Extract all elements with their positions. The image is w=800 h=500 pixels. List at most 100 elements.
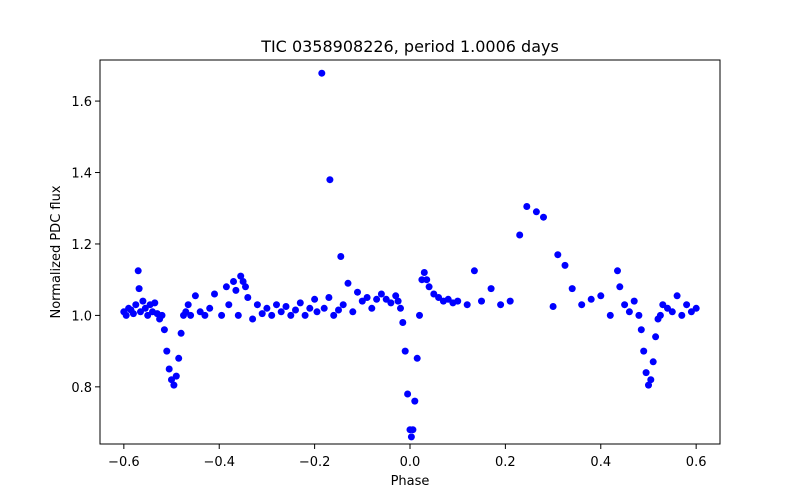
data-point (172, 372, 180, 380)
data-point (621, 301, 629, 309)
data-point (175, 354, 183, 362)
data-point (687, 308, 695, 316)
data-point (454, 297, 462, 305)
data-point (177, 329, 185, 337)
x-tick-label: −0.4 (203, 455, 235, 470)
data-point (244, 294, 252, 301)
data-point (242, 283, 249, 291)
data-point (141, 304, 149, 312)
data-point (606, 311, 614, 319)
data-point (191, 292, 199, 300)
data-point (616, 283, 624, 291)
data-point (337, 253, 345, 260)
y-tick-label: 1.4 (71, 167, 92, 182)
data-point (273, 301, 280, 309)
data-point (132, 301, 140, 309)
data-point (597, 292, 605, 300)
data-point (397, 304, 404, 312)
data-point (409, 426, 417, 434)
data-point (287, 311, 295, 319)
y-tick-label: 1.0 (71, 309, 92, 324)
data-point (165, 365, 173, 373)
y-tick-label: 1.6 (71, 95, 92, 110)
data-point (163, 347, 171, 355)
data-point (568, 285, 576, 293)
data-point (614, 267, 621, 275)
data-point (313, 308, 321, 316)
data-point (673, 292, 681, 300)
data-point (349, 308, 357, 316)
data-point (320, 304, 328, 312)
data-point (649, 358, 657, 366)
data-point (420, 269, 428, 276)
data-point (222, 283, 230, 291)
data-point (225, 301, 233, 309)
x-tick-label: 0.0 (400, 455, 421, 470)
x-axis: −0.6 −0.4 −0.2 0.0 0.2 0.4 0.6 (108, 444, 706, 470)
data-point (523, 203, 531, 210)
y-tick-label: 1.2 (71, 238, 92, 253)
data-point (478, 297, 485, 305)
data-point (330, 311, 338, 319)
data-point (394, 297, 402, 305)
data-point (642, 369, 650, 377)
data-point (134, 267, 142, 275)
data-point (540, 213, 547, 221)
data-point (326, 176, 334, 184)
data-point (170, 381, 178, 389)
x-tick-label: −0.2 (299, 455, 331, 470)
data-point (425, 283, 433, 291)
data-point (647, 376, 655, 384)
data-point (144, 311, 152, 319)
data-point (277, 308, 285, 316)
data-point (637, 326, 645, 334)
data-point (640, 347, 648, 355)
data-point (232, 286, 240, 294)
data-point (301, 311, 309, 319)
data-point (368, 304, 376, 312)
x-tick-label: 0.4 (590, 455, 611, 470)
data-point (306, 304, 314, 312)
data-point (387, 299, 395, 307)
data-point (363, 294, 371, 301)
data-point (652, 333, 660, 341)
data-point (692, 304, 700, 312)
data-point (354, 288, 361, 296)
data-point (249, 315, 257, 323)
data-point (151, 299, 159, 307)
data-point (645, 381, 652, 389)
data-point (137, 308, 144, 316)
data-point (430, 290, 438, 298)
data-point (239, 278, 247, 285)
data-point (683, 301, 691, 309)
data-point (630, 297, 638, 305)
data-point (487, 285, 495, 293)
data-point (122, 311, 130, 319)
data-point (187, 311, 195, 319)
data-point (404, 390, 412, 398)
data-points (120, 69, 700, 441)
data-point (139, 297, 147, 305)
data-point (399, 319, 407, 326)
data-point (668, 308, 676, 316)
data-point (135, 285, 143, 293)
data-point (268, 311, 276, 319)
data-point (463, 301, 471, 309)
data-point (237, 272, 245, 280)
data-point (263, 304, 271, 312)
data-point (678, 311, 686, 319)
data-point (358, 297, 366, 305)
data-point (497, 301, 505, 309)
data-point (230, 278, 237, 285)
data-point (296, 299, 304, 307)
data-point (184, 301, 192, 309)
data-point (435, 294, 443, 301)
data-point (292, 306, 299, 314)
data-point (506, 297, 514, 305)
data-point (158, 311, 166, 319)
data-point (554, 251, 562, 259)
data-point (339, 301, 347, 309)
data-point (578, 301, 586, 309)
data-point (218, 311, 226, 319)
